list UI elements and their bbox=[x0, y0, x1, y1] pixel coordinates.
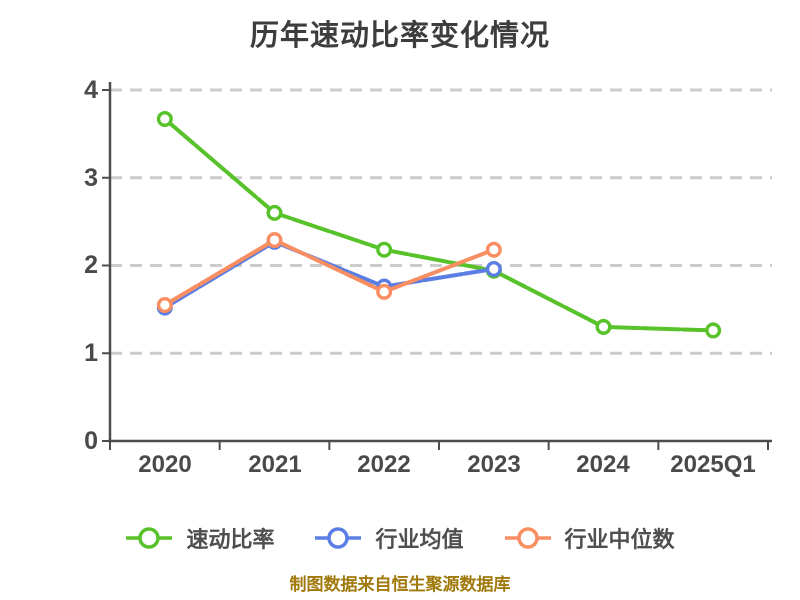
y-tick-label-4: 4 bbox=[84, 76, 98, 104]
chart-title: 历年速动比率变化情况 bbox=[249, 20, 550, 52]
x-tick-label-2020: 2020 bbox=[138, 451, 192, 478]
data-point-marker-2 bbox=[485, 241, 502, 258]
legend-label-industry-average: 行业均值 bbox=[375, 527, 464, 552]
y-tick-label-0: 0 bbox=[84, 427, 98, 455]
data-point-marker-0 bbox=[595, 318, 612, 335]
legend-marker-industry-average-icon bbox=[315, 527, 362, 549]
chart-legend: 速动比率 行业均值 行业中位数 bbox=[0, 519, 800, 557]
series-underlay-2 bbox=[164, 238, 495, 307]
x-tick-label-2024: 2024 bbox=[576, 451, 630, 478]
legend-item-quick-ratio[interactable]: 速动比率 bbox=[125, 522, 274, 554]
data-point-marker-2 bbox=[156, 296, 173, 313]
series-line-0 bbox=[162, 116, 716, 333]
series-underlay-0 bbox=[163, 117, 714, 333]
y-tick-label-3: 3 bbox=[84, 164, 98, 192]
legend-label-industry-median: 行业中位数 bbox=[564, 527, 675, 552]
data-point-marker-0 bbox=[376, 241, 393, 258]
series-line-2 bbox=[162, 237, 496, 307]
legend-item-industry-average[interactable]: 行业均值 bbox=[314, 522, 464, 554]
legend-marker-quick-ratio-icon bbox=[126, 527, 173, 549]
x-tick-label-2021: 2021 bbox=[248, 451, 302, 478]
data-point-marker-0 bbox=[266, 204, 283, 221]
data-point-marker-2 bbox=[376, 283, 393, 300]
data-source-caption: 制图数据来自恒生聚源数据库 bbox=[289, 575, 511, 594]
y-tick-label-2: 2 bbox=[84, 251, 98, 279]
data-point-marker-0 bbox=[156, 110, 173, 127]
x-tick-label-2022: 2022 bbox=[357, 451, 411, 478]
legend-item-industry-median[interactable]: 行业中位数 bbox=[504, 522, 675, 554]
x-tick-label-2025q1: 2025Q1 bbox=[670, 451, 756, 478]
data-point-marker-0 bbox=[705, 322, 722, 339]
y-tick-label-1: 1 bbox=[84, 339, 98, 367]
data-point-marker-1 bbox=[485, 261, 502, 278]
data-point-marker-2 bbox=[266, 232, 283, 249]
x-tick-label-2023: 2023 bbox=[467, 451, 521, 478]
legend-marker-industry-median-icon bbox=[504, 527, 551, 549]
legend-label-quick-ratio: 速动比率 bbox=[186, 527, 275, 552]
